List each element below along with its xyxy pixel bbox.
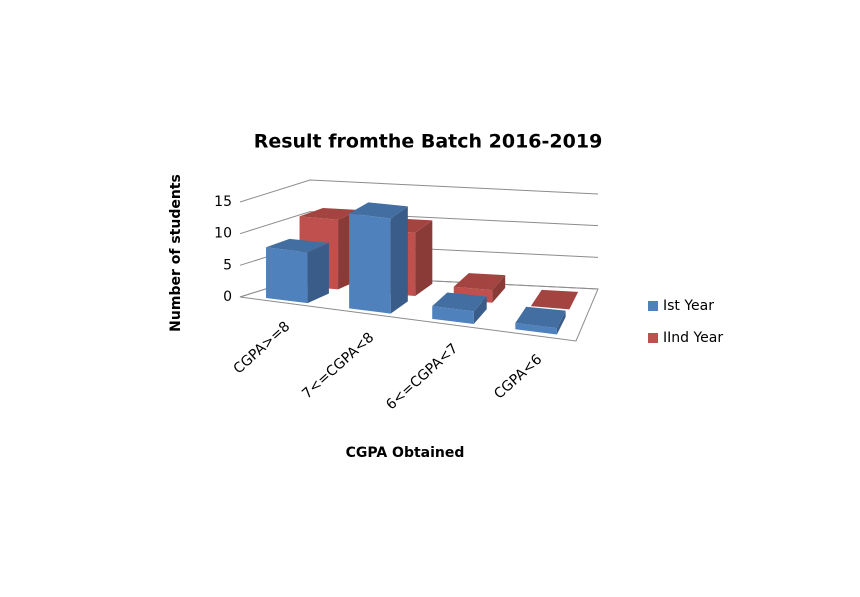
bar-side	[556, 310, 566, 335]
grid-line	[239, 179, 599, 203]
bar-side	[390, 206, 408, 314]
bar-front	[349, 213, 391, 314]
bar-top	[349, 202, 408, 219]
bar-top	[515, 306, 566, 329]
bar-front	[266, 247, 308, 304]
bar	[530, 289, 579, 310]
bar-side	[307, 242, 329, 304]
x-tick-label: 7<=CGPA<8	[299, 330, 377, 403]
x-axis-title: CGPA Obtained	[346, 445, 465, 461]
bar-top	[432, 292, 487, 312]
bar	[515, 306, 566, 335]
legend-swatch	[648, 301, 658, 311]
bar-top	[453, 273, 506, 291]
legend-label: IInd Year	[663, 330, 723, 346]
bar-side	[473, 296, 487, 325]
chart-title: Result fromthe Batch 2016-2019	[254, 131, 603, 153]
bar-top	[266, 238, 329, 253]
y-axis-title: Number of students	[168, 174, 184, 332]
bar-side	[415, 220, 433, 297]
x-tick-label: CGPA<6	[491, 351, 545, 402]
bar-front	[432, 306, 474, 325]
y-tick-label: 5	[223, 257, 232, 273]
bar-top	[299, 207, 360, 220]
x-tick-label: CGPA>=8	[231, 319, 294, 378]
bar-top	[530, 289, 579, 310]
bar-front	[515, 322, 557, 335]
y-tick-label: 10	[214, 226, 232, 242]
y-tick-label: 15	[214, 194, 232, 210]
x-tick-label: 6<=CGPA<7	[383, 341, 461, 414]
bar	[349, 202, 408, 314]
bar	[432, 292, 487, 325]
bar	[266, 238, 329, 304]
legend-swatch	[648, 333, 658, 343]
grid-line	[239, 211, 599, 235]
legend-label: Ist Year	[663, 298, 714, 314]
y-tick-label: 0	[223, 289, 232, 305]
bar-side	[492, 275, 506, 303]
